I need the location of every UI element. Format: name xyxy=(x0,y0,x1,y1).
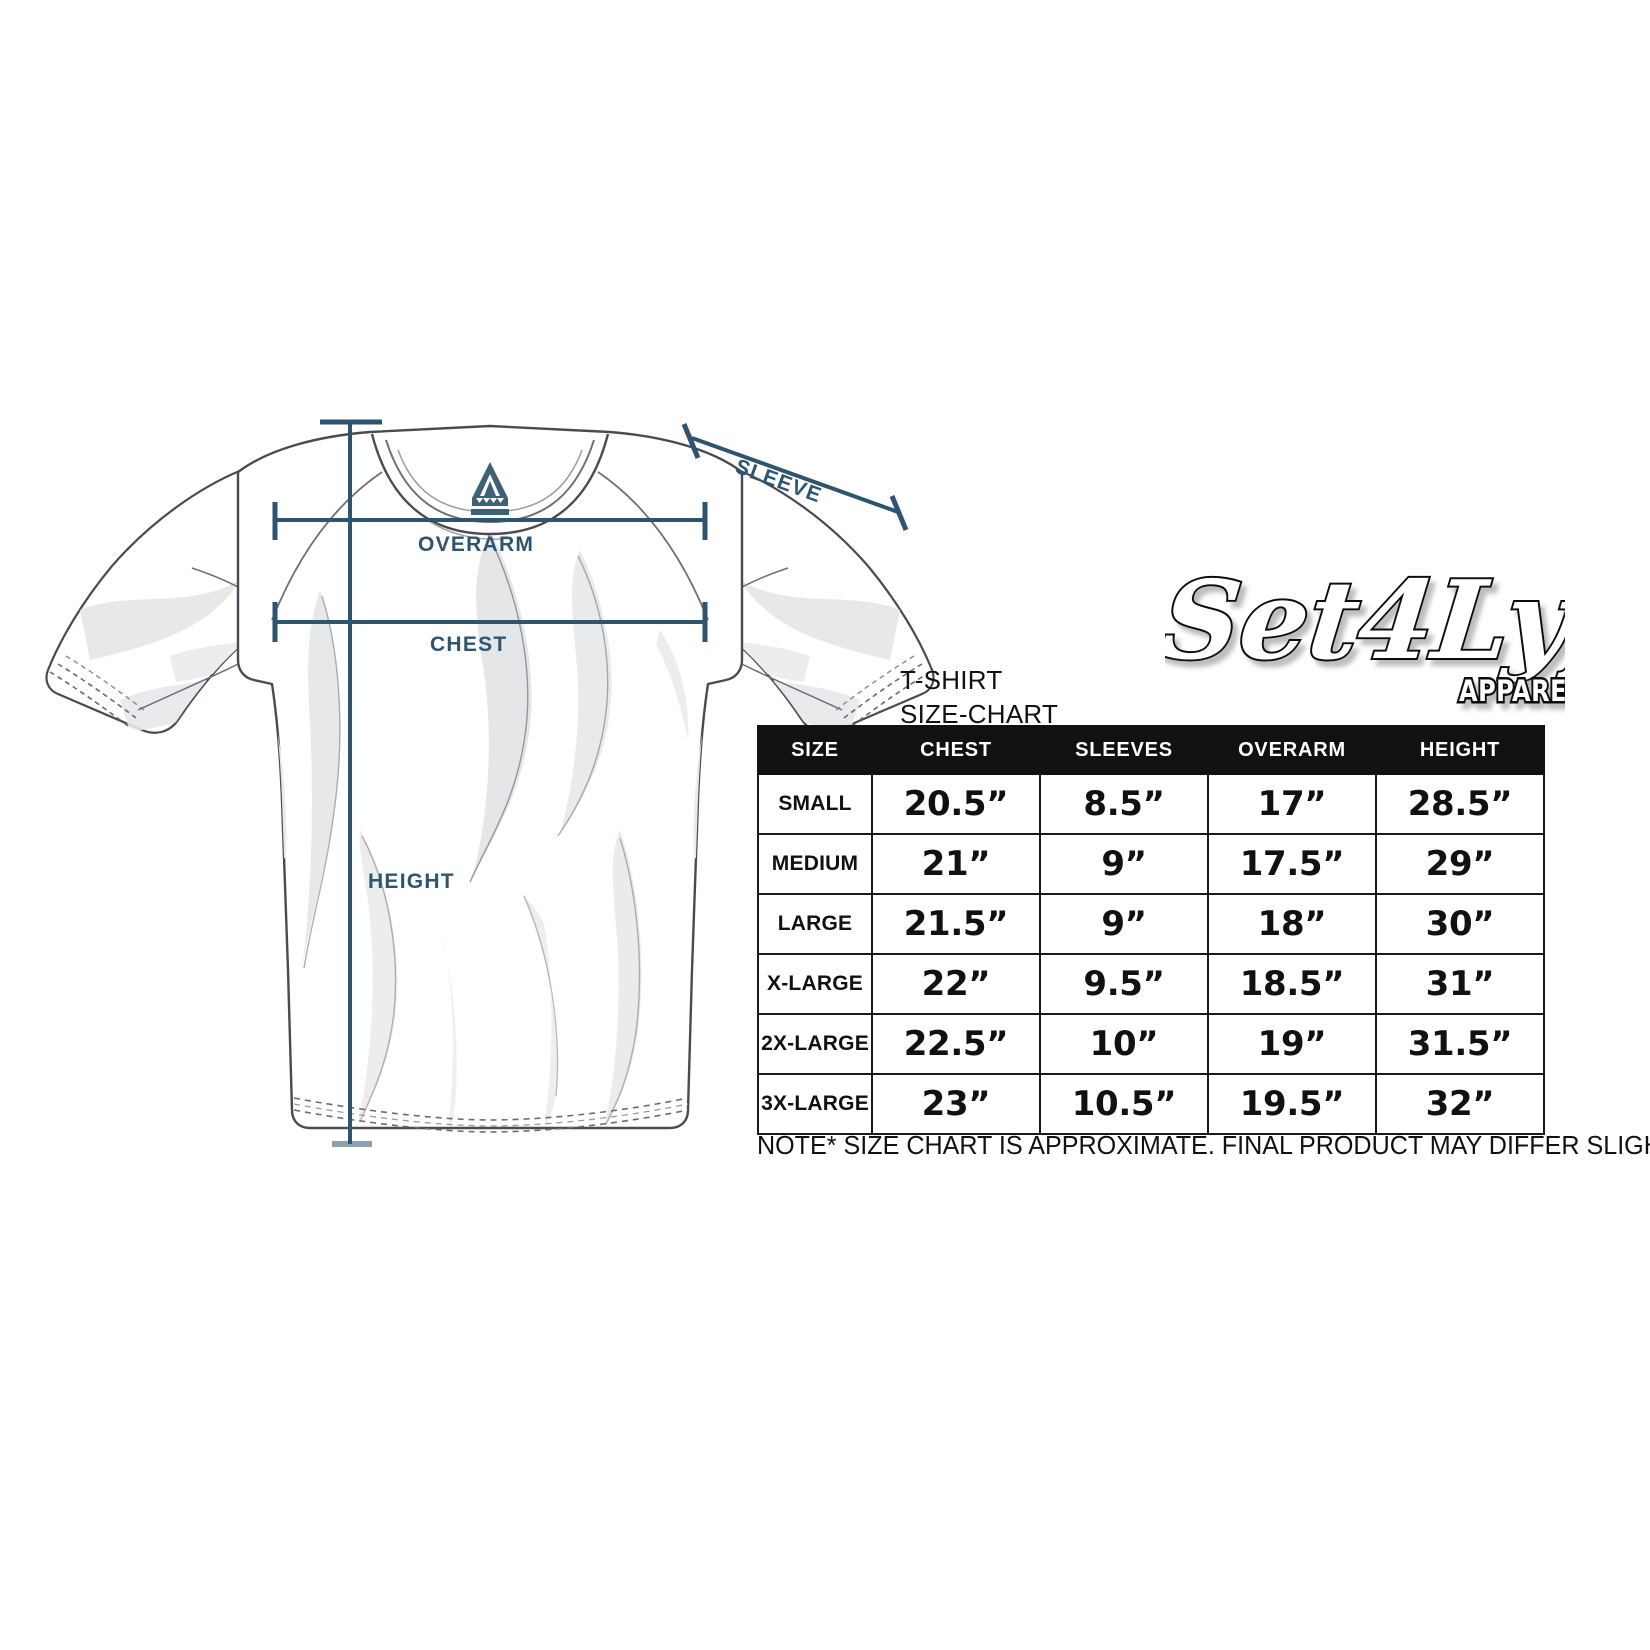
cell-overarm: 18.5” xyxy=(1207,953,1377,1015)
table-row: 3X-LARGE 23” 10.5” 19.5” 32” xyxy=(757,1073,1545,1135)
cell-overarm: 17.5” xyxy=(1207,833,1377,895)
cell-chest: 20.5” xyxy=(871,773,1041,835)
cell-chest: 21” xyxy=(871,833,1041,895)
cell-sleeves: 8.5” xyxy=(1039,773,1209,835)
measurement-label-height: HEIGHT xyxy=(368,870,455,893)
cell-height: 32” xyxy=(1375,1073,1545,1135)
right-sleeve xyxy=(703,468,935,734)
cell-sleeves: 10” xyxy=(1039,1013,1209,1075)
measurement-label-chest: CHEST xyxy=(430,633,508,656)
table-row: 2X-LARGE 22.5” 10” 19” 31.5” xyxy=(757,1013,1545,1075)
cell-overarm: 19” xyxy=(1207,1013,1377,1075)
table-row: SMALL 20.5” 8.5” 17” 28.5” xyxy=(757,773,1545,835)
cell-size: X-LARGE xyxy=(757,953,873,1015)
cell-size: SMALL xyxy=(757,773,873,835)
cell-height: 29” xyxy=(1375,833,1545,895)
column-header-chest: CHEST xyxy=(871,725,1041,775)
cell-chest: 23” xyxy=(871,1073,1041,1135)
chart-title: T-SHIRT SIZE-CHART xyxy=(900,663,1058,732)
brand-logo: Set4Lyfe APPAREL xyxy=(1165,540,1565,735)
cell-overarm: 17” xyxy=(1207,773,1377,835)
logo-subtext: APPAREL xyxy=(1457,673,1565,711)
measurement-label-overarm: OVERARM xyxy=(418,533,535,556)
cell-size: 3X-LARGE xyxy=(757,1073,873,1135)
logo-wordmark: Set4Lyfe xyxy=(1165,554,1565,686)
cell-height: 31” xyxy=(1375,953,1545,1015)
cell-chest: 22.5” xyxy=(871,1013,1041,1075)
cell-sleeves: 9” xyxy=(1039,893,1209,955)
svg-text:APPAREL: APPAREL xyxy=(1459,675,1565,709)
cell-size: 2X-LARGE xyxy=(757,1013,873,1075)
cell-overarm: 18” xyxy=(1207,893,1377,955)
column-header-height: HEIGHT xyxy=(1375,725,1545,775)
cell-size: LARGE xyxy=(757,893,873,955)
size-chart-table: SIZE CHEST SLEEVES OVERARM HEIGHT SMALL … xyxy=(757,725,1545,1135)
shirt-body xyxy=(236,424,744,1133)
cell-overarm: 19.5” xyxy=(1207,1073,1377,1135)
cell-chest: 22” xyxy=(871,953,1041,1015)
table-row: X-LARGE 22” 9.5” 18.5” 31” xyxy=(757,953,1545,1015)
table-row: LARGE 21.5” 9” 18” 30” xyxy=(757,893,1545,955)
cell-sleeves: 9” xyxy=(1039,833,1209,895)
chart-title-line2: SIZE-CHART xyxy=(900,699,1059,730)
cell-size: MEDIUM xyxy=(757,833,873,895)
cell-sleeves: 10.5” xyxy=(1039,1073,1209,1135)
table-row: MEDIUM 21” 9” 17.5” 29” xyxy=(757,833,1545,895)
cell-sleeves: 9.5” xyxy=(1039,953,1209,1015)
left-sleeve xyxy=(45,468,277,734)
cell-height: 31.5” xyxy=(1375,1013,1545,1075)
chart-note: NOTE* SIZE CHART IS APPROXIMATE. FINAL P… xyxy=(757,1132,1650,1160)
table-header-row: SIZE CHEST SLEEVES OVERARM HEIGHT xyxy=(757,725,1545,775)
cell-height: 28.5” xyxy=(1375,773,1545,835)
cell-height: 30” xyxy=(1375,893,1545,955)
column-header-sleeves: SLEEVES xyxy=(1039,725,1209,775)
neck-tag-logo xyxy=(471,462,509,515)
measurement-lines xyxy=(272,419,909,1147)
column-header-overarm: OVERARM xyxy=(1207,725,1377,775)
tshirt-diagram xyxy=(20,410,940,1200)
cell-chest: 21.5” xyxy=(871,893,1041,955)
column-header-size: SIZE xyxy=(757,725,873,775)
svg-text:Set4Lyfe: Set4Lyfe xyxy=(1165,556,1565,684)
chart-title-line1: T-SHIRT xyxy=(900,665,1003,695)
